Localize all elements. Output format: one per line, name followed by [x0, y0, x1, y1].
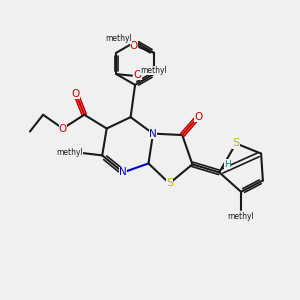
- Text: O: O: [133, 70, 142, 80]
- Text: O: O: [72, 89, 80, 99]
- Text: N: N: [149, 129, 157, 139]
- Text: S: S: [232, 138, 240, 148]
- Text: H: H: [224, 160, 231, 169]
- Text: O: O: [59, 124, 67, 134]
- Text: methyl: methyl: [140, 66, 167, 75]
- Text: methyl: methyl: [228, 212, 254, 221]
- Text: O: O: [194, 112, 202, 122]
- Text: O: O: [130, 41, 138, 51]
- Text: methyl: methyl: [56, 148, 83, 157]
- Text: S: S: [166, 178, 173, 188]
- Text: N: N: [119, 167, 127, 177]
- Text: methyl: methyl: [105, 34, 132, 43]
